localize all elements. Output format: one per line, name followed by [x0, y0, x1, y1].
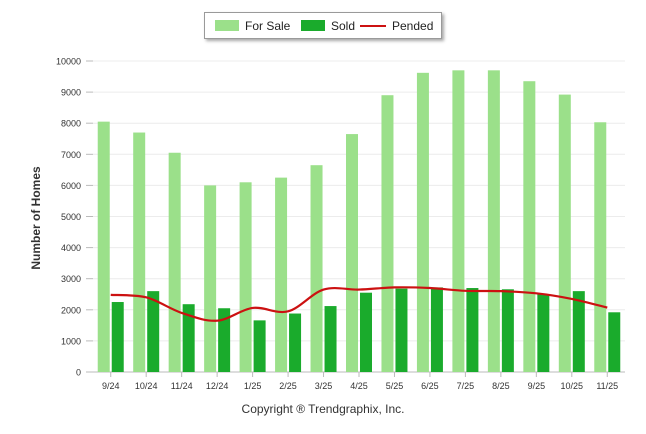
y-tick-label-3000: 3000: [61, 274, 81, 284]
bar-sold-2/25: [289, 313, 302, 372]
y-tick-label-6000: 6000: [61, 181, 81, 191]
bar-sold-5/25: [395, 288, 408, 372]
bar-sold-4/25: [360, 292, 372, 372]
bar-for-sale-7/25: [452, 70, 465, 372]
legend-item-sold[interactable]: Sold: [301, 13, 355, 38]
x-tick-label-1/25: 1/25: [244, 381, 262, 391]
bar-for-sale-9/25: [523, 81, 536, 372]
y-tick-label-10000: 10000: [56, 57, 81, 67]
legend-swatch-for-sale: [215, 20, 239, 31]
bar-sold-3/25: [324, 306, 337, 372]
legend-label-sold: Sold: [331, 18, 356, 33]
x-tick-label-9/24: 9/24: [102, 381, 120, 391]
bar-sold-8/25: [501, 289, 514, 372]
bar-sold-11/24: [182, 304, 195, 372]
x-tick-label-12/24: 12/24: [206, 381, 229, 391]
line-pended: [110, 286, 608, 322]
legend-label-pended: Pended: [392, 18, 434, 33]
bar-sold-10/25: [572, 291, 585, 372]
bar-for-sale-11/25: [594, 122, 607, 372]
bar-for-sale-5/25: [381, 95, 394, 373]
x-tick-label-11/24: 11/24: [171, 381, 193, 391]
x-tick-label-8/25: 8/25: [492, 381, 510, 391]
x-tick-label-5/25: 5/25: [386, 381, 404, 391]
bar-for-sale-4/25: [346, 134, 358, 372]
bar-sold-12/24: [218, 308, 231, 372]
legend-item-pended[interactable]: Pended: [360, 13, 433, 38]
bar-for-sale-2/25: [275, 177, 288, 372]
y-tick-label-0: 0: [76, 368, 81, 378]
y-tick-label-5000: 5000: [61, 212, 81, 222]
bar-sold-9/24: [111, 302, 124, 372]
bar-for-sale-6/25: [416, 72, 429, 373]
x-tick-label-3/25: 3/25: [315, 381, 333, 391]
bar-sold-6/25: [430, 287, 443, 372]
x-tick-label-2/25: 2/25: [279, 381, 297, 391]
bar-sold-9/25: [537, 294, 550, 372]
legend-item-for-sale[interactable]: For Sale: [215, 13, 290, 38]
legend-line-pended: [360, 24, 386, 27]
bar-for-sale-11/24: [168, 152, 181, 372]
x-tick-label-11/25: 11/25: [596, 381, 618, 391]
y-tick-label-9000: 9000: [61, 88, 81, 98]
y-tick-label-4000: 4000: [61, 243, 81, 253]
bar-for-sale-1/25: [239, 182, 252, 372]
x-tick-label-10/25: 10/25: [561, 381, 584, 391]
bar-sold-7/25: [466, 288, 479, 372]
legend-label-for-sale: For Sale: [245, 18, 291, 33]
bar-for-sale-10/25: [558, 94, 571, 372]
legend-swatch-sold: [301, 20, 325, 31]
bar-for-sale-9/24: [97, 121, 110, 373]
bar-sold-10/24: [147, 291, 160, 372]
x-tick-label-7/25: 7/25: [457, 381, 475, 391]
bar-sold-11/25: [608, 312, 621, 372]
x-tick-label-6/25: 6/25: [421, 381, 439, 391]
x-tick-label-4/25: 4/25: [350, 381, 368, 391]
y-tick-label-8000: 8000: [61, 119, 81, 129]
y-tick-label-7000: 7000: [61, 150, 81, 160]
y-tick-label-1000: 1000: [61, 336, 81, 346]
bar-for-sale-12/24: [204, 185, 217, 372]
x-tick-label-10/24: 10/24: [135, 381, 158, 391]
bar-sold-1/25: [253, 320, 266, 372]
bar-for-sale-8/25: [487, 70, 500, 372]
x-tick-label-9/25: 9/25: [528, 381, 546, 391]
legend: For Sale Sold Pended: [204, 12, 442, 39]
bar-for-sale-3/25: [310, 165, 323, 372]
bar-for-sale-10/24: [133, 132, 146, 372]
y-tick-label-2000: 2000: [61, 305, 81, 315]
copyright-text: Copyright ® Trendgraphix, Inc.: [241, 402, 405, 416]
